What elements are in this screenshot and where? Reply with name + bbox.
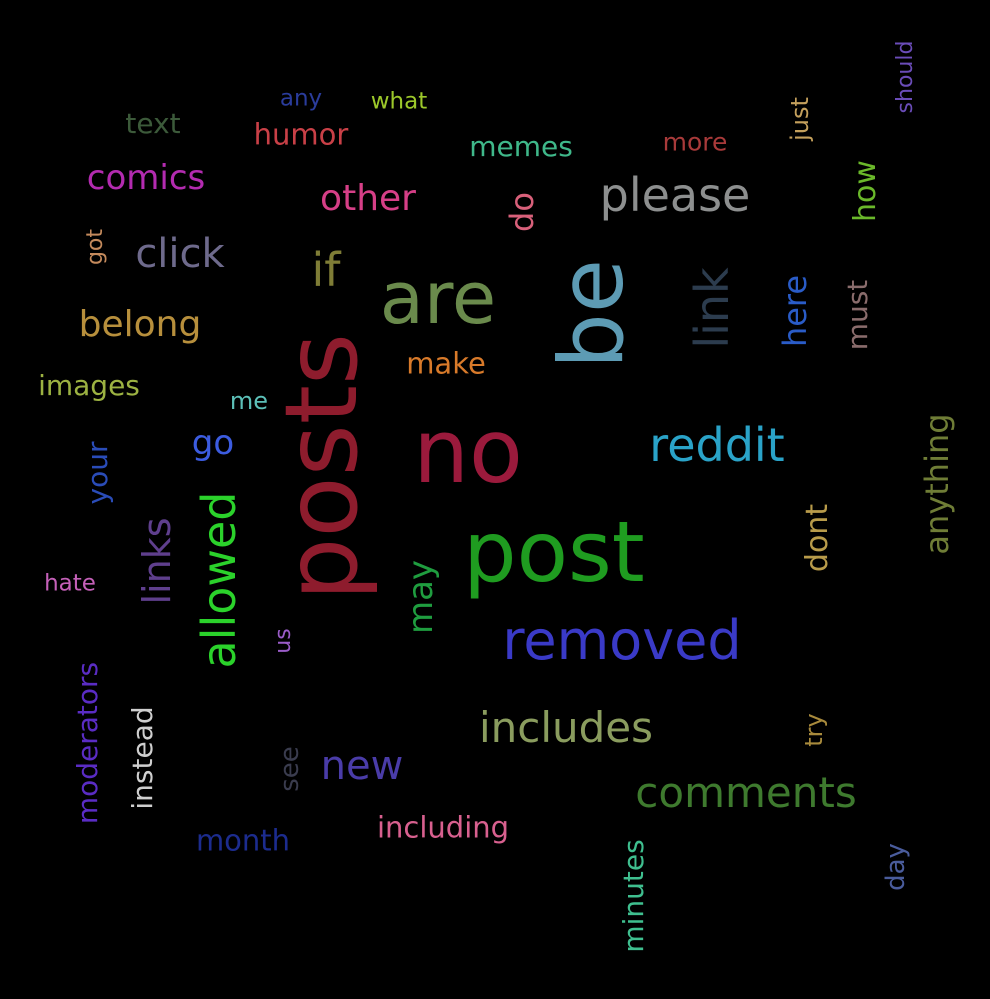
word-allowed: allowed (192, 491, 246, 669)
word-do: do (503, 192, 541, 232)
word-link: link (685, 267, 739, 349)
word-should: should (893, 40, 918, 114)
word-anything: anything (918, 413, 956, 555)
word-reddit: reddit (649, 418, 785, 472)
word-go: go (191, 423, 235, 463)
word-month: month (195, 823, 291, 858)
word-me: me (229, 387, 269, 415)
word-must: must (841, 279, 874, 351)
word-belong: belong (78, 304, 202, 345)
word-what: what (370, 88, 428, 115)
word-if: if (311, 243, 341, 297)
word-text: text (125, 107, 181, 140)
word-post: post (463, 503, 645, 601)
word-removed: removed (502, 609, 742, 672)
word-links: links (135, 517, 179, 605)
word-see: see (275, 746, 305, 792)
word-moderators: moderators (71, 661, 104, 825)
word-includes: includes (478, 703, 654, 752)
word-memes: memes (469, 130, 573, 163)
word-including: including (376, 810, 510, 845)
word-images: images (38, 369, 140, 402)
word-new: new (320, 743, 404, 789)
word-here: here (776, 274, 814, 348)
word-how: how (848, 160, 883, 222)
word-your: your (81, 441, 114, 505)
word-try: try (800, 713, 828, 747)
word-dont: dont (800, 503, 835, 573)
word-humor: humor (253, 117, 349, 152)
word-no: no (413, 400, 523, 503)
word-comics: comics (86, 158, 206, 198)
word-click: click (135, 231, 225, 277)
word-more: more (662, 127, 728, 157)
word-any: any (279, 85, 323, 112)
word-day: day (881, 843, 911, 891)
word-just: just (786, 97, 814, 141)
word-make: make (406, 346, 486, 381)
word-other: other (320, 178, 416, 219)
word-us: us (271, 628, 296, 654)
word-comments: comments (635, 768, 857, 817)
word-are: are (379, 256, 497, 340)
word-may: may (401, 559, 441, 635)
word-posts: posts (263, 332, 380, 602)
word-hate: hate (44, 570, 96, 597)
word-instead: instead (126, 706, 159, 810)
word-got: got (83, 228, 108, 266)
word-please: please (599, 168, 751, 222)
word-minutes: minutes (617, 839, 650, 953)
word-be: be (540, 259, 643, 369)
